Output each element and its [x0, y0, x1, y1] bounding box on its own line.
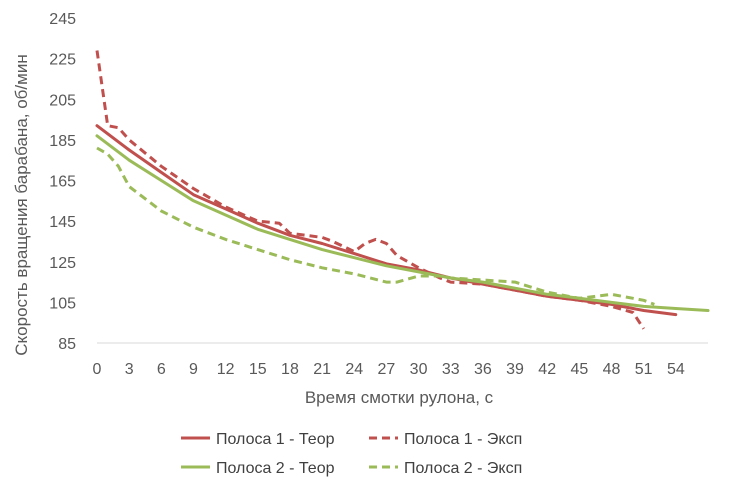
- y-tick-label: 185: [49, 133, 76, 150]
- tick-labels: 0 3 6 9 12 15 18 21 24 27 30 33 36 39 42 45 48 51 54851051…: [49, 11, 685, 378]
- x-tick-label: 18: [281, 361, 299, 378]
- y-tick-label: 165: [49, 174, 76, 191]
- series-line-3: [95, 134, 710, 312]
- y-tick-label: 205: [49, 92, 76, 109]
- x-tick-label: 42: [538, 361, 556, 378]
- x-axis-title: Время смотки рулона, с: [305, 388, 494, 407]
- x-tick-label: 54: [667, 361, 685, 378]
- y-tick-label: 225: [49, 52, 76, 69]
- x-tick-label: 33: [442, 361, 460, 378]
- series-line-2: [95, 50, 645, 330]
- x-tick-label: 36: [474, 361, 492, 378]
- x-tick-label: 51: [635, 361, 653, 378]
- x-tick-label: 6: [157, 361, 166, 378]
- y-axis-title: Скорость вращения барабана, об/мин: [12, 54, 31, 355]
- x-tick-label: 21: [313, 361, 331, 378]
- y-tick-label: 245: [49, 11, 76, 28]
- series-line-4: [96, 146, 655, 306]
- legend: Полоса 1 - Теор Полоса 1 - Эксп Полоса 2 -…: [181, 431, 522, 477]
- x-tick-label: 15: [249, 361, 267, 378]
- legend-label-2: Полоса 1 - Эксп: [404, 431, 522, 448]
- x-tick-label: 27: [378, 361, 396, 378]
- x-tick-label: 0: [93, 361, 102, 378]
- x-tick-label: 30: [410, 361, 428, 378]
- series-layer: [95, 50, 710, 330]
- x-tick-label: 12: [217, 361, 235, 378]
- legend-label-1: Полоса 1 - Теор: [216, 431, 335, 448]
- x-tick-label: 9: [189, 361, 198, 378]
- y-tick-label: 85: [58, 336, 76, 353]
- y-tick-label: 105: [49, 295, 76, 312]
- legend-label-4: Полоса 2 - Эксп: [404, 460, 522, 477]
- series-line-1: [95, 124, 678, 317]
- x-tick-label: 24: [345, 361, 363, 378]
- y-tick-label: 125: [49, 255, 76, 272]
- legend-label-3: Полоса 2 - Теор: [216, 460, 335, 477]
- y-tick-label: 145: [49, 214, 76, 231]
- x-tick-label: 45: [570, 361, 588, 378]
- x-tick-label: 48: [603, 361, 621, 378]
- x-tick-label: 39: [506, 361, 524, 378]
- x-tick-label: 3: [125, 361, 134, 378]
